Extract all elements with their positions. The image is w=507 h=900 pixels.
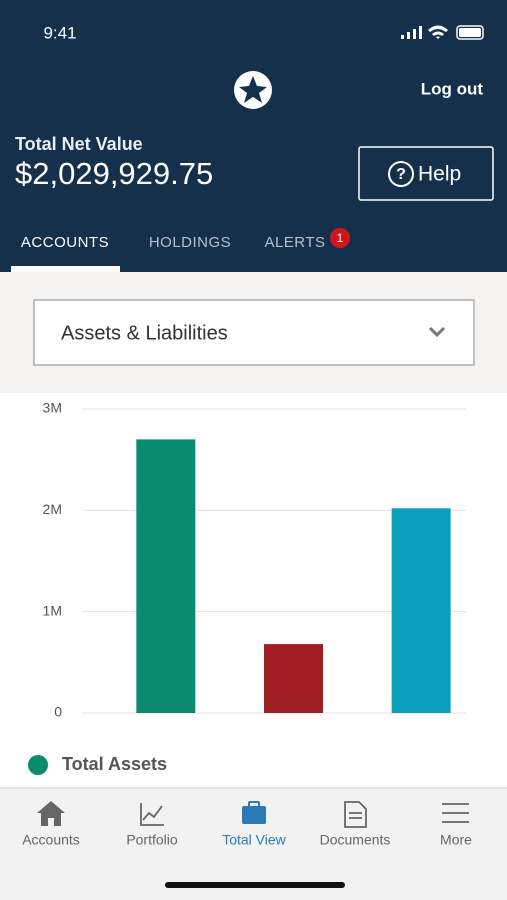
nav-icon-home [37, 801, 65, 826]
y-tick-label: 3M [43, 400, 62, 416]
y-tick-label: 2M [43, 501, 62, 517]
bar [264, 644, 323, 713]
status-time: 9:41 [43, 23, 76, 42]
bar [136, 439, 196, 713]
nav-icon-documents [344, 801, 367, 828]
net-value-label: Total Net Value [15, 134, 143, 154]
y-tick-label: 0 [54, 704, 62, 720]
bar [391, 508, 451, 713]
net-value: $2,029,929.75 [15, 156, 213, 191]
dropdown-label: Assets & Liabilities [61, 322, 228, 344]
status-icons [401, 25, 484, 40]
nav-item[interactable]: More [440, 832, 472, 848]
tab[interactable]: HOLDINGS [149, 234, 231, 251]
nav-item[interactable]: Total View [222, 832, 286, 848]
nav-icon-handle [248, 801, 260, 808]
y-tick-label: 1M [43, 602, 62, 618]
nav-item[interactable]: Portfolio [126, 832, 178, 848]
tab[interactable]: ACCOUNTS [21, 234, 109, 251]
alert-badge-count: 1 [337, 231, 344, 245]
help-label: Help [418, 163, 461, 186]
help-border [358, 146, 494, 201]
help-icon [388, 161, 414, 187]
logo-star [239, 76, 267, 103]
nav-icon-more [442, 803, 469, 823]
nav-icon-portfolio [140, 803, 164, 826]
tab-indicator [11, 266, 120, 272]
header-bg [0, 0, 507, 272]
dropdown[interactable]: Assets & Liabilities [33, 299, 475, 366]
dropdown-box [33, 299, 475, 366]
nav-icon-totalview [242, 806, 266, 824]
legend-swatch [28, 755, 48, 775]
chart: 0 1M 2M 3M Total Assets [28, 400, 466, 775]
legend-label: Total Assets [62, 754, 167, 774]
logout[interactable]: Log out [421, 79, 484, 98]
help-button[interactable]: ? Help [358, 146, 494, 201]
help-icon-glyph: ? [396, 166, 406, 183]
alert-badge [330, 228, 350, 248]
chevron [428, 326, 446, 338]
nav-item[interactable]: Documents [320, 832, 391, 848]
home-indicator [165, 882, 345, 888]
nav-item[interactable]: Accounts [22, 832, 80, 848]
tab[interactable]: ALERTS [264, 234, 325, 251]
